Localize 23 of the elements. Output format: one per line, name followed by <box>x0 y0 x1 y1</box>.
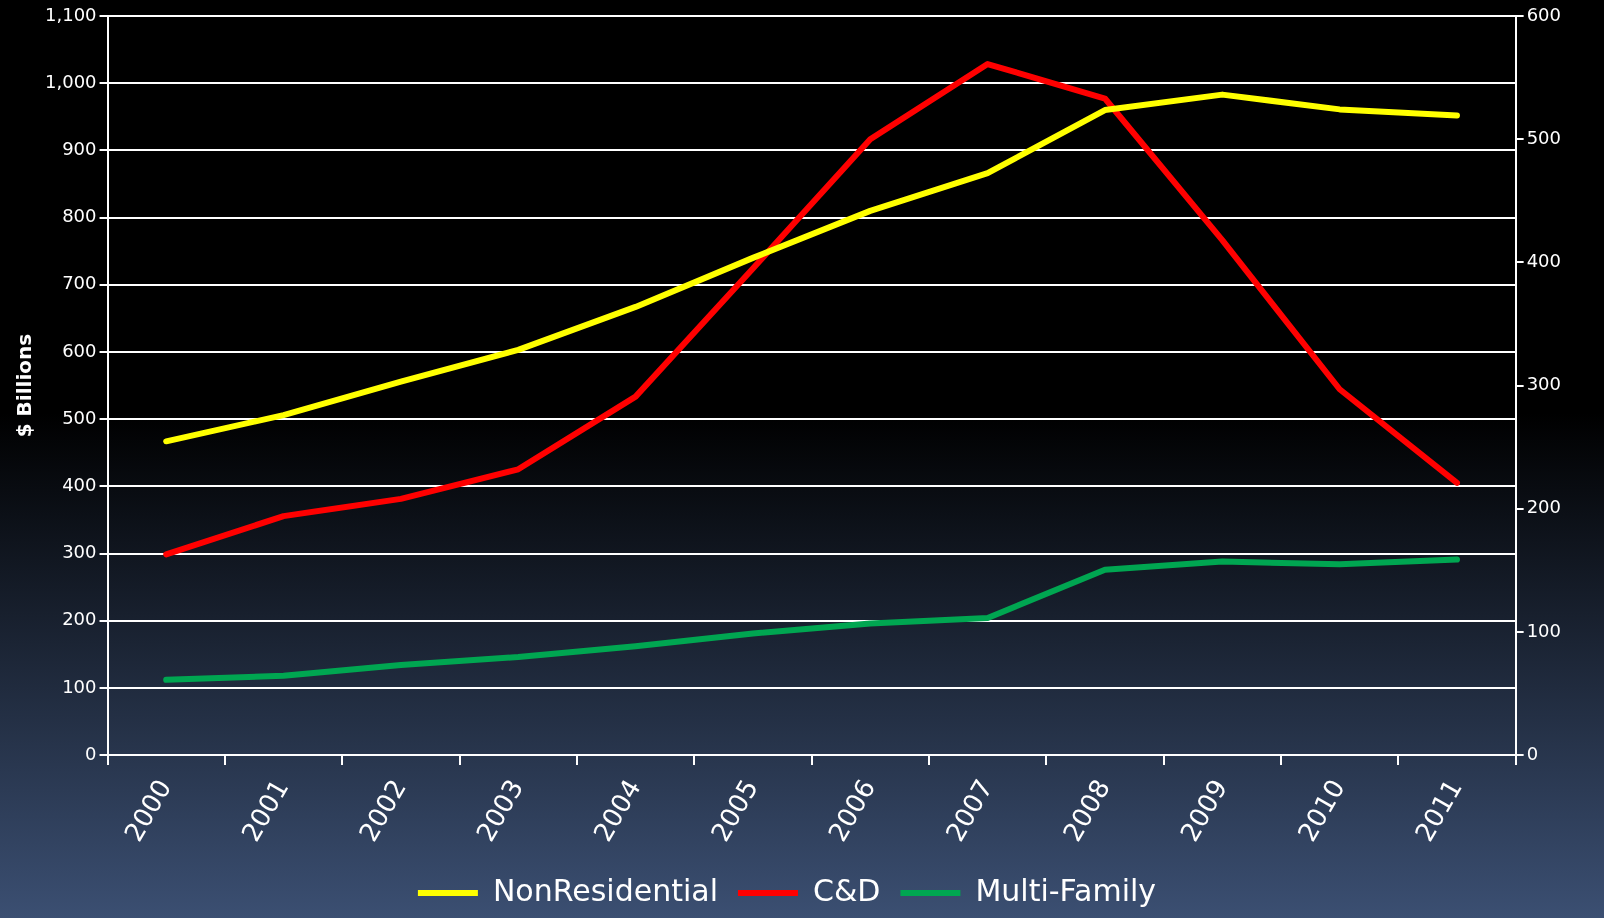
y2-tick-label: 0 <box>1526 742 1539 764</box>
legend-label: C&D <box>812 872 881 908</box>
y-tick-label: 0 <box>85 742 97 764</box>
y-tick-label: 900 <box>62 138 97 160</box>
y2-tick-label: 500 <box>1526 126 1561 148</box>
y2-tick-label: 300 <box>1526 373 1561 395</box>
y-tick-label: 200 <box>62 608 97 630</box>
y-tick-label: 500 <box>62 406 97 428</box>
y-tick-label: 100 <box>62 675 97 697</box>
y-tick-label: 600 <box>62 339 97 361</box>
y2-tick-label: 400 <box>1526 250 1561 272</box>
y-tick-label: 400 <box>62 474 97 496</box>
y2-tick-label: 600 <box>1526 3 1561 25</box>
y-axis-title: $ Billions <box>12 333 37 438</box>
y2-tick-label: 200 <box>1526 496 1561 518</box>
y2-tick-label: 100 <box>1526 619 1561 641</box>
legend-label: Multi-Family <box>975 872 1157 908</box>
y-tick-label: 1,000 <box>45 70 97 92</box>
legend-label: NonResidential <box>492 872 718 908</box>
y-tick-label: 300 <box>62 541 97 563</box>
y-tick-label: 800 <box>62 205 97 227</box>
y-tick-label: 700 <box>62 272 97 294</box>
y-tick-label: 1,100 <box>45 3 97 25</box>
